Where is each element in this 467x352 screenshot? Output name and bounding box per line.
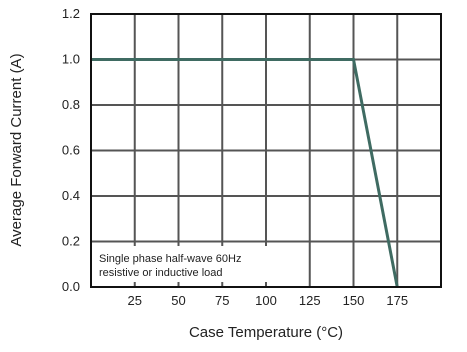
- series-layer: [91, 58, 399, 288]
- x-tick-labels: 25 50 75 100 125 150 175: [128, 293, 409, 308]
- annotation-line-1: Single phase half-wave 60Hz: [99, 253, 241, 265]
- y-tick-label: 1.0: [62, 52, 80, 67]
- y-tick-label: 0.4: [62, 188, 80, 203]
- y-tick-label: 0.0: [62, 279, 80, 294]
- y-tick-label: 1.2: [62, 6, 80, 21]
- x-tick-label: 100: [255, 293, 277, 308]
- x-tick-label: 75: [215, 293, 229, 308]
- x-axis-label: Case Temperature (°C): [189, 324, 343, 341]
- y-tick-label: 0.2: [62, 234, 80, 249]
- y-axis-label: Average Forward Current (A): [8, 53, 25, 246]
- annotation-box: Single phase half-wave 60Hz resistive or…: [93, 246, 273, 282]
- y-tick-labels: 0.0 0.2 0.4 0.6 0.8 1.0 1.2: [62, 6, 80, 294]
- annotation-line-2: resistive or inductive load: [99, 267, 223, 279]
- derating-curve: [91, 58, 399, 288]
- x-tick-label: 125: [299, 293, 321, 308]
- x-tick-label: 25: [128, 293, 142, 308]
- x-tick-label: 150: [343, 293, 365, 308]
- y-tick-label: 0.8: [62, 97, 80, 112]
- x-tick-label: 50: [171, 293, 185, 308]
- annotation-background: [93, 246, 273, 282]
- x-tick-label: 175: [386, 293, 408, 308]
- y-tick-label: 0.6: [62, 143, 80, 158]
- plot-frame: [90, 13, 442, 288]
